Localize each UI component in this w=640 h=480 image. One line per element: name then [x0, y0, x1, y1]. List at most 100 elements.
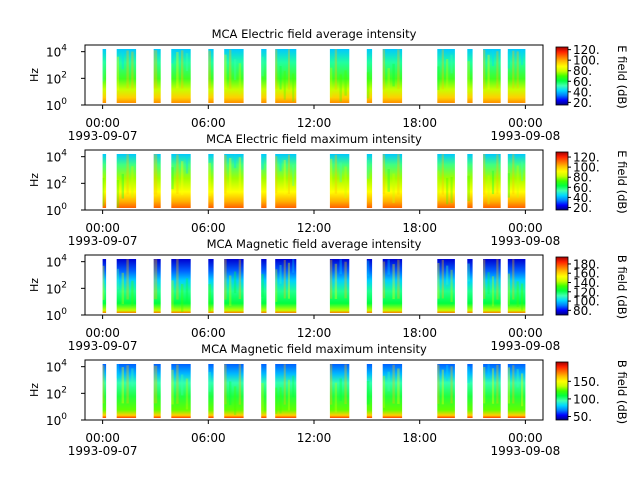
spectrogram-texture-stripe	[516, 281, 519, 307]
spectrogram-data-block	[507, 259, 526, 313]
spectrogram-texture-stripe	[116, 180, 120, 208]
spectrogram-texture-stripe	[153, 50, 158, 89]
spectrogram-data-block	[171, 154, 191, 208]
spectrogram-data-block	[382, 154, 403, 208]
x-date-label: 1993-09-07	[68, 129, 138, 143]
spectrogram-texture-stripe	[487, 272, 490, 295]
spectrogram-texture-stripe	[292, 375, 295, 398]
spectrogram-texture-stripe	[292, 164, 295, 186]
spectrogram-texture-stripe	[126, 154, 129, 195]
colorbar-tick-label: 80.	[573, 171, 592, 185]
x-tick-label: 00:00	[508, 116, 543, 130]
spectrogram-texture-stripe	[491, 276, 495, 307]
spectrogram-texture-stripe	[279, 155, 282, 172]
spectrogram-data-block	[116, 154, 137, 208]
colorbar-tick-label: 100.	[573, 54, 600, 68]
x-date-label: 1993-09-08	[491, 339, 561, 353]
y-tick-label: 102	[46, 175, 67, 191]
spectrogram-texture-stripe	[334, 154, 338, 194]
spectrogram-texture-stripe	[238, 364, 242, 405]
spectrogram-data-block	[467, 49, 473, 103]
spectrogram-texture-stripe	[516, 51, 519, 89]
colorbar-tick-label: 20.	[573, 96, 592, 110]
x-tick-label: 00:00	[85, 326, 120, 340]
y-axis-label: Hz	[28, 68, 41, 82]
spectrogram-data-block	[224, 364, 244, 418]
spectrogram-texture-stripe	[512, 365, 515, 404]
spectrogram-texture-stripe	[224, 54, 227, 90]
y-tick-label: 102	[46, 70, 67, 86]
spectrogram-texture-stripe	[491, 170, 495, 195]
spectrogram-texture-stripe	[102, 60, 105, 82]
spectrogram-data-block	[483, 259, 501, 313]
spectrogram-texture-stripe	[224, 364, 227, 405]
x-tick-label: 06:00	[191, 221, 226, 235]
spectrogram-texture-stripe	[512, 154, 515, 195]
spectrogram-texture-stripe	[441, 154, 444, 195]
spectrogram-data-block	[366, 154, 373, 208]
spectrogram-texture-stripe	[121, 52, 124, 70]
spectrogram-texture-stripe	[208, 50, 211, 89]
spectrogram-texture-stripe	[181, 284, 184, 312]
spectrogram-data-block	[507, 364, 526, 418]
spectrogram-texture-stripe	[131, 280, 134, 306]
x-tick-label: 00:00	[85, 116, 120, 130]
colorbar-tick-label: 60.	[573, 181, 592, 195]
spectrogram-texture-stripe	[121, 272, 124, 305]
spectrogram-texture-stripe	[521, 49, 524, 65]
spectrogram-texture-stripe	[233, 271, 237, 294]
y-axis-label: Hz	[28, 173, 41, 187]
y-tick-label: 104	[46, 254, 67, 270]
y-tick-label: 104	[46, 149, 67, 165]
colorbar-tick-label: 100.	[573, 392, 600, 406]
spectrogram-texture-stripe	[208, 372, 211, 392]
spectrogram-texture-stripe	[185, 53, 189, 71]
spectrogram-texture-stripe	[334, 263, 338, 299]
spectrogram-texture-stripe	[279, 66, 282, 90]
spectrogram-data-block	[208, 259, 214, 313]
spectrogram-texture-stripe	[229, 381, 232, 406]
spectrogram-texture-stripe	[131, 51, 134, 89]
spectrogram-texture-stripe	[185, 156, 189, 174]
spectrogram-texture-stripe	[437, 364, 440, 404]
spectrogram-texture-stripe	[397, 154, 400, 195]
spectrogram-texture-stripe	[392, 63, 395, 87]
colorbar-tick-label: 120.	[573, 43, 600, 57]
spectrogram-texture-stripe	[153, 365, 158, 404]
spectrogram-data-block	[102, 259, 107, 313]
x-tick-label: 12:00	[297, 326, 332, 340]
spectrogram-texture-stripe	[387, 371, 390, 392]
spectrogram-texture-stripe	[483, 367, 486, 404]
y-tick-label: 104	[46, 359, 67, 375]
spectrogram-texture-stripe	[387, 259, 390, 275]
spectrogram-texture-stripe	[437, 170, 440, 201]
spectrogram-texture-stripe	[487, 175, 490, 205]
spectrogram-texture-stripe	[275, 269, 278, 302]
y-tick-label: 102	[46, 280, 67, 296]
spectrogram-texture-stripe	[366, 160, 370, 179]
spectrogram-texture-stripe	[516, 369, 519, 388]
spectrogram-texture-stripe	[233, 386, 237, 416]
x-tick-label: 00:00	[85, 221, 120, 235]
colorbar-tick-label: 50.	[573, 410, 592, 424]
spectrogram-data-block	[366, 259, 373, 313]
colorbar-tick-label: 40.	[573, 191, 592, 205]
spectrogram-data-block	[382, 259, 403, 313]
spectrogram-texture-stripe	[521, 283, 524, 311]
spectrogram-data-block	[208, 364, 214, 418]
spectrogram-texture-stripe	[171, 167, 174, 190]
spectrogram-data-block	[208, 154, 214, 208]
spectrogram-texture-stripe	[102, 365, 105, 404]
spectrogram-texture-stripe	[344, 261, 347, 299]
spectrogram-texture-stripe	[116, 364, 120, 379]
spectrogram-texture-stripe	[344, 70, 347, 96]
spectrogram-texture-stripe	[102, 265, 105, 300]
spectrogram-texture-stripe	[283, 260, 286, 299]
colorbar-tick-label: 100.	[573, 295, 600, 309]
spectrogram-texture-stripe	[153, 259, 158, 300]
spectrogram-texture-stripe	[450, 366, 453, 404]
spectrogram-texture-stripe	[467, 366, 470, 384]
spectrogram-texture-stripe	[185, 278, 189, 303]
spectrogram-data-block	[507, 154, 526, 208]
